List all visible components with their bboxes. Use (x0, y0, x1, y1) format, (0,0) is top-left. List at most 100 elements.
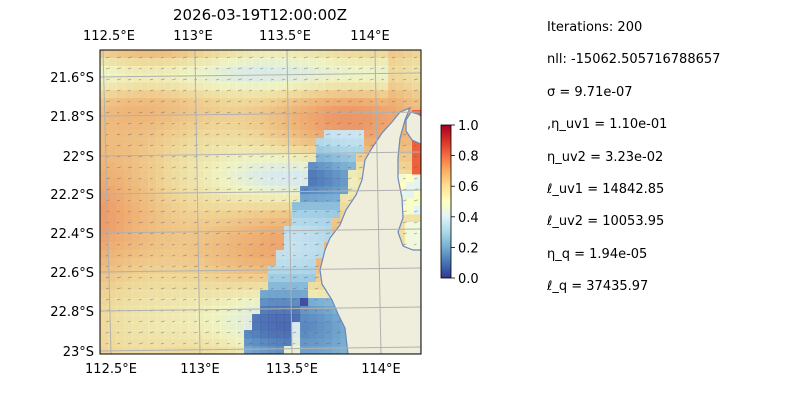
field-cell (132, 138, 141, 147)
field-cell (236, 290, 245, 299)
field-cell (268, 210, 277, 219)
field-cell (396, 66, 405, 75)
velocity-arrow (358, 144, 362, 147)
velocity-arrow (369, 56, 375, 59)
field-cell (212, 330, 221, 339)
velocity-arrow (270, 111, 275, 114)
velocity-arrow (358, 56, 363, 59)
velocity-arrow (127, 276, 132, 279)
field-cell (172, 58, 181, 67)
velocity-arrow (303, 332, 307, 334)
field-cell (132, 162, 141, 171)
velocity-arrow (182, 112, 186, 114)
velocity-arrow (182, 342, 187, 345)
field-cell (156, 130, 165, 139)
velocity-arrow (105, 67, 110, 70)
velocity-arrow (105, 56, 110, 59)
field-cell (180, 250, 189, 259)
velocity-arrow (204, 232, 210, 235)
field-cell (308, 346, 317, 354)
velocity-arrow (215, 243, 220, 246)
velocity-arrow (127, 232, 132, 235)
field-cell (204, 226, 213, 235)
field-cell (156, 154, 165, 163)
field-cell (180, 314, 189, 323)
velocity-arrow (325, 232, 331, 235)
field-cell (164, 122, 173, 131)
field-cell (268, 282, 277, 291)
field-cell (204, 274, 213, 283)
field-cell (252, 130, 261, 139)
field-cell (196, 90, 205, 99)
field-cell (172, 114, 181, 123)
field-cell (308, 250, 317, 259)
velocity-arrow (160, 232, 165, 235)
velocity-arrow (303, 243, 308, 246)
field-cell (164, 250, 173, 259)
field-cell (276, 306, 285, 315)
velocity-arrow (182, 100, 186, 103)
field-cell (108, 154, 117, 163)
field-cell (292, 194, 301, 203)
field-cell (108, 122, 117, 131)
field-cell (332, 346, 341, 354)
field-cell (276, 298, 285, 307)
field-cell (148, 298, 157, 307)
field-cell (252, 218, 261, 227)
field-cell (180, 202, 189, 211)
field-cell (276, 170, 285, 179)
velocity-arrow (314, 276, 319, 279)
velocity-arrow (336, 100, 341, 103)
velocity-arrow (204, 144, 209, 147)
field-cell (300, 154, 309, 163)
field-cell (252, 50, 261, 59)
velocity-arrow (116, 210, 120, 213)
velocity-arrow (160, 320, 165, 323)
field-cell (108, 58, 117, 67)
field-cell (276, 138, 285, 147)
velocity-arrow (325, 199, 329, 202)
velocity-arrow (259, 67, 264, 70)
field-cell (348, 186, 357, 195)
velocity-arrow (292, 188, 298, 191)
field-cell (284, 298, 293, 307)
field-cell (252, 314, 261, 323)
field-cell (340, 58, 349, 67)
velocity-arrow (204, 100, 209, 103)
velocity-arrow (204, 254, 209, 257)
field-cell (172, 154, 181, 163)
field-cell (196, 74, 205, 83)
field-cell (164, 218, 173, 227)
field-cell (180, 122, 189, 131)
velocity-arrow (127, 78, 132, 81)
velocity-arrow (325, 309, 330, 312)
velocity-arrow (138, 199, 142, 202)
field-cell (108, 242, 117, 251)
field-cell (300, 234, 309, 243)
field-cell (180, 114, 189, 123)
velocity-arrow (325, 133, 331, 136)
field-cell (164, 82, 173, 91)
velocity-arrow (138, 276, 142, 279)
field-cell (204, 330, 213, 339)
field-cell (276, 114, 285, 123)
velocity-arrow (314, 331, 319, 334)
velocity-arrow (226, 78, 231, 81)
field-cell (284, 202, 293, 211)
field-cell (268, 66, 277, 75)
field-cell (156, 266, 165, 275)
field-cell (124, 138, 133, 147)
field-cell (108, 82, 117, 91)
field-cell (300, 290, 309, 299)
field-cell (244, 194, 253, 203)
field-cell (404, 82, 413, 91)
field-cell (300, 58, 309, 67)
field-cell (220, 98, 229, 107)
field-cell (268, 186, 277, 195)
field-cell (188, 330, 197, 339)
field-cell (308, 298, 317, 307)
field-cell (364, 50, 373, 59)
field-cell (188, 146, 197, 155)
field-cell (292, 74, 301, 83)
field-cell (220, 258, 229, 267)
